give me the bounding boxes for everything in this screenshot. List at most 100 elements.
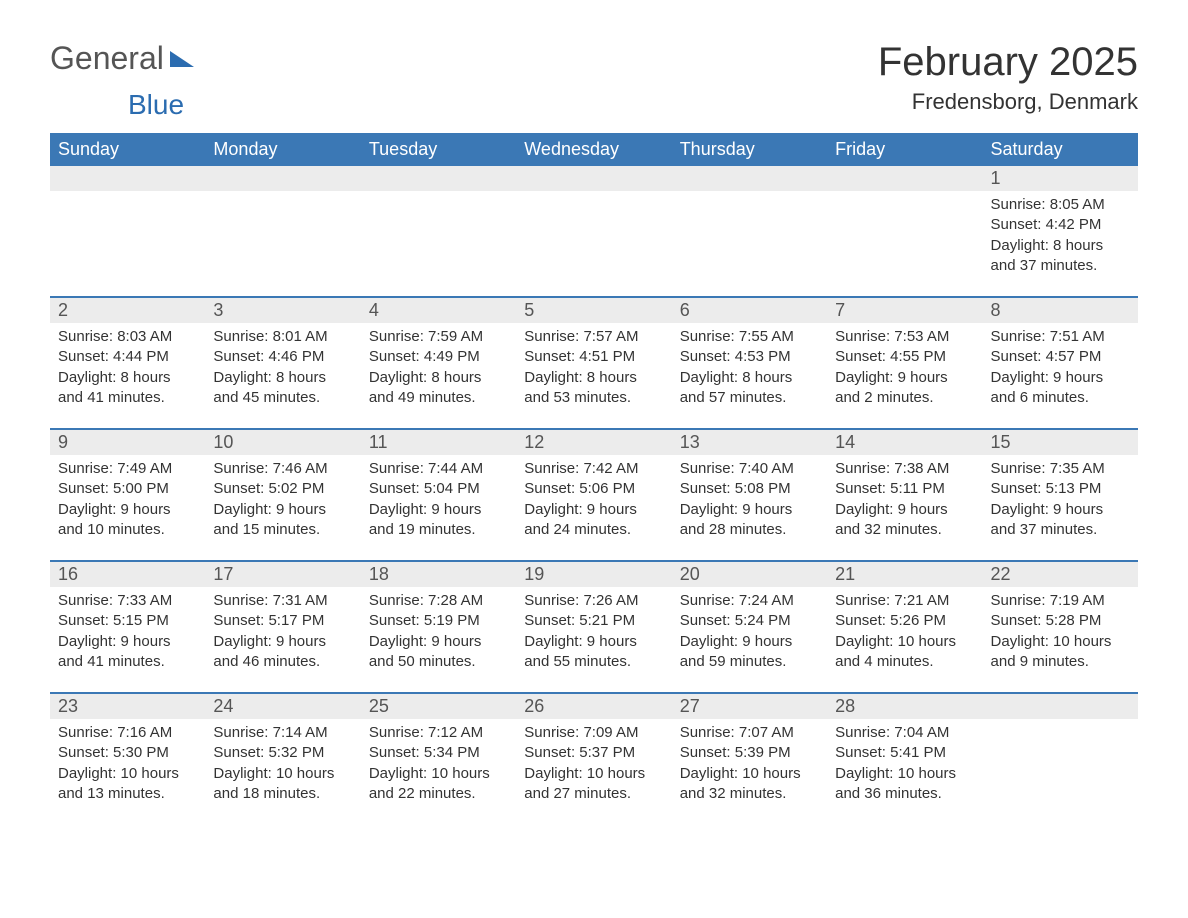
- day-number: 8: [983, 298, 1138, 323]
- sunrise-text: Sunrise: 7:42 AM: [524, 459, 671, 479]
- day-cell: [672, 166, 827, 296]
- sunset-text: Sunset: 5:30 PM: [58, 743, 205, 763]
- logo-flag-icon: [170, 40, 198, 77]
- sunrise-text: Sunrise: 7:14 AM: [213, 723, 360, 743]
- week-row: 16Sunrise: 7:33 AMSunset: 5:15 PMDayligh…: [50, 560, 1138, 692]
- day-number: 26: [516, 694, 671, 719]
- daylight-text: Daylight: 9 hours and 2 minutes.: [835, 368, 975, 409]
- daylight-text: Daylight: 10 hours and 18 minutes.: [213, 764, 353, 805]
- sunset-text: Sunset: 5:00 PM: [58, 479, 205, 499]
- sunset-text: Sunset: 5:15 PM: [58, 611, 205, 631]
- logo: General: [50, 40, 200, 77]
- page: General February 2025 Fredensborg, Denma…: [0, 0, 1188, 864]
- sunrise-text: Sunrise: 7:33 AM: [58, 591, 205, 611]
- day-number: 6: [672, 298, 827, 323]
- day-cell: 15Sunrise: 7:35 AMSunset: 5:13 PMDayligh…: [983, 430, 1138, 560]
- sunset-text: Sunset: 5:17 PM: [213, 611, 360, 631]
- daylight-text: Daylight: 9 hours and 15 minutes.: [213, 500, 353, 541]
- day-body: Sunrise: 7:12 AMSunset: 5:34 PMDaylight:…: [361, 719, 516, 804]
- day-number: 7: [827, 298, 982, 323]
- day-number: [50, 166, 205, 191]
- daylight-text: Daylight: 9 hours and 32 minutes.: [835, 500, 975, 541]
- sunrise-text: Sunrise: 7:55 AM: [680, 327, 827, 347]
- day-cell: 6Sunrise: 7:55 AMSunset: 4:53 PMDaylight…: [672, 298, 827, 428]
- day-body: Sunrise: 7:04 AMSunset: 5:41 PMDaylight:…: [827, 719, 982, 804]
- sunrise-text: Sunrise: 7:04 AM: [835, 723, 982, 743]
- daylight-text: Daylight: 9 hours and 24 minutes.: [524, 500, 664, 541]
- day-body: Sunrise: 7:28 AMSunset: 5:19 PMDaylight:…: [361, 587, 516, 672]
- weeks-container: 1Sunrise: 8:05 AMSunset: 4:42 PMDaylight…: [50, 166, 1138, 824]
- daylight-text: Daylight: 9 hours and 37 minutes.: [991, 500, 1131, 541]
- sunrise-text: Sunrise: 7:46 AM: [213, 459, 360, 479]
- daylight-text: Daylight: 9 hours and 6 minutes.: [991, 368, 1131, 409]
- sunrise-text: Sunrise: 7:28 AM: [369, 591, 516, 611]
- day-number: 11: [361, 430, 516, 455]
- daylight-text: Daylight: 9 hours and 10 minutes.: [58, 500, 198, 541]
- daylight-text: Daylight: 9 hours and 19 minutes.: [369, 500, 509, 541]
- day-body: Sunrise: 7:31 AMSunset: 5:17 PMDaylight:…: [205, 587, 360, 672]
- daylight-text: Daylight: 10 hours and 36 minutes.: [835, 764, 975, 805]
- day-cell: 10Sunrise: 7:46 AMSunset: 5:02 PMDayligh…: [205, 430, 360, 560]
- day-number: 28: [827, 694, 982, 719]
- sunrise-text: Sunrise: 7:16 AM: [58, 723, 205, 743]
- week-row: 2Sunrise: 8:03 AMSunset: 4:44 PMDaylight…: [50, 296, 1138, 428]
- day-number: 4: [361, 298, 516, 323]
- day-number: 16: [50, 562, 205, 587]
- sunset-text: Sunset: 4:55 PM: [835, 347, 982, 367]
- day-body: Sunrise: 8:05 AMSunset: 4:42 PMDaylight:…: [983, 191, 1138, 276]
- day-cell: 8Sunrise: 7:51 AMSunset: 4:57 PMDaylight…: [983, 298, 1138, 428]
- day-body: Sunrise: 7:55 AMSunset: 4:53 PMDaylight:…: [672, 323, 827, 408]
- day-cell: 21Sunrise: 7:21 AMSunset: 5:26 PMDayligh…: [827, 562, 982, 692]
- day-body: Sunrise: 7:07 AMSunset: 5:39 PMDaylight:…: [672, 719, 827, 804]
- daylight-text: Daylight: 10 hours and 32 minutes.: [680, 764, 820, 805]
- day-body: Sunrise: 7:46 AMSunset: 5:02 PMDaylight:…: [205, 455, 360, 540]
- day-body: Sunrise: 7:16 AMSunset: 5:30 PMDaylight:…: [50, 719, 205, 804]
- month-title: February 2025: [878, 40, 1138, 85]
- day-cell: 2Sunrise: 8:03 AMSunset: 4:44 PMDaylight…: [50, 298, 205, 428]
- day-number: 23: [50, 694, 205, 719]
- sunset-text: Sunset: 5:08 PM: [680, 479, 827, 499]
- day-number: [672, 166, 827, 191]
- day-cell: 20Sunrise: 7:24 AMSunset: 5:24 PMDayligh…: [672, 562, 827, 692]
- day-body: Sunrise: 7:42 AMSunset: 5:06 PMDaylight:…: [516, 455, 671, 540]
- day-body: Sunrise: 8:03 AMSunset: 4:44 PMDaylight:…: [50, 323, 205, 408]
- daylight-text: Daylight: 10 hours and 13 minutes.: [58, 764, 198, 805]
- weekday-header-cell: Thursday: [672, 133, 827, 166]
- day-body: Sunrise: 7:33 AMSunset: 5:15 PMDaylight:…: [50, 587, 205, 672]
- weekday-header-cell: Wednesday: [516, 133, 671, 166]
- day-body: Sunrise: 7:19 AMSunset: 5:28 PMDaylight:…: [983, 587, 1138, 672]
- daylight-text: Daylight: 10 hours and 9 minutes.: [991, 632, 1131, 673]
- day-cell: 16Sunrise: 7:33 AMSunset: 5:15 PMDayligh…: [50, 562, 205, 692]
- day-body: Sunrise: 7:21 AMSunset: 5:26 PMDaylight:…: [827, 587, 982, 672]
- sunset-text: Sunset: 4:46 PM: [213, 347, 360, 367]
- day-body: Sunrise: 7:44 AMSunset: 5:04 PMDaylight:…: [361, 455, 516, 540]
- day-number: [516, 166, 671, 191]
- day-body: Sunrise: 7:38 AMSunset: 5:11 PMDaylight:…: [827, 455, 982, 540]
- sunset-text: Sunset: 5:26 PM: [835, 611, 982, 631]
- day-number: 18: [361, 562, 516, 587]
- day-number: 21: [827, 562, 982, 587]
- location: Fredensborg, Denmark: [878, 89, 1138, 115]
- day-number: 2: [50, 298, 205, 323]
- day-body: Sunrise: 7:40 AMSunset: 5:08 PMDaylight:…: [672, 455, 827, 540]
- day-cell: [205, 166, 360, 296]
- weekday-header-cell: Monday: [205, 133, 360, 166]
- day-number: 9: [50, 430, 205, 455]
- sunset-text: Sunset: 4:53 PM: [680, 347, 827, 367]
- day-cell: 25Sunrise: 7:12 AMSunset: 5:34 PMDayligh…: [361, 694, 516, 824]
- daylight-text: Daylight: 8 hours and 45 minutes.: [213, 368, 353, 409]
- day-cell: [361, 166, 516, 296]
- weekday-header-cell: Tuesday: [361, 133, 516, 166]
- sunrise-text: Sunrise: 7:24 AM: [680, 591, 827, 611]
- sunset-text: Sunset: 4:44 PM: [58, 347, 205, 367]
- day-cell: 27Sunrise: 7:07 AMSunset: 5:39 PMDayligh…: [672, 694, 827, 824]
- day-cell: 4Sunrise: 7:59 AMSunset: 4:49 PMDaylight…: [361, 298, 516, 428]
- daylight-text: Daylight: 9 hours and 46 minutes.: [213, 632, 353, 673]
- day-number: 15: [983, 430, 1138, 455]
- day-cell: [516, 166, 671, 296]
- day-number: 20: [672, 562, 827, 587]
- sunrise-text: Sunrise: 7:57 AM: [524, 327, 671, 347]
- day-body: Sunrise: 7:51 AMSunset: 4:57 PMDaylight:…: [983, 323, 1138, 408]
- day-body: Sunrise: 7:14 AMSunset: 5:32 PMDaylight:…: [205, 719, 360, 804]
- day-body: Sunrise: 7:35 AMSunset: 5:13 PMDaylight:…: [983, 455, 1138, 540]
